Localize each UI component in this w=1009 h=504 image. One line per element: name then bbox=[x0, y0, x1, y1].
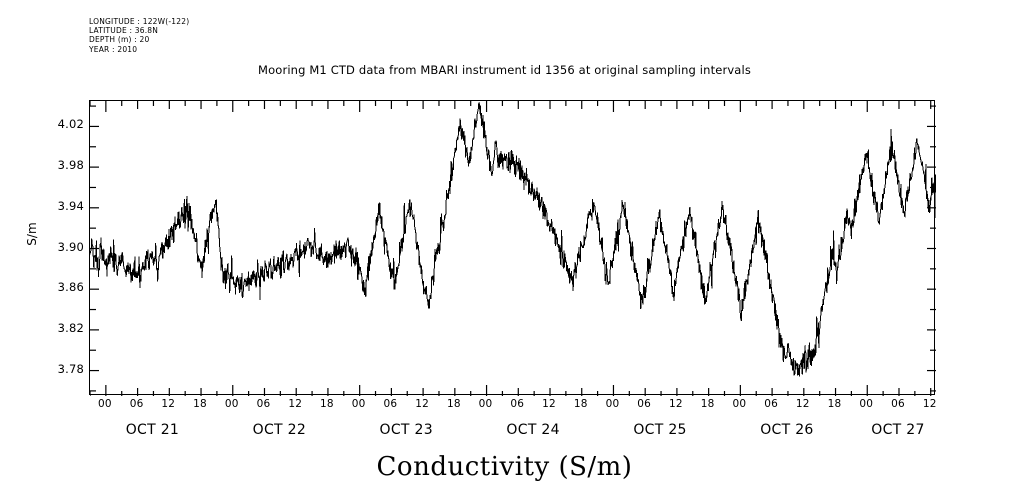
x-hour-tick-label: 18 bbox=[827, 398, 842, 410]
x-hour-tick-label: 06 bbox=[764, 398, 778, 410]
x-hour-tick-label: 00 bbox=[478, 398, 493, 410]
data-trace-svg bbox=[90, 101, 936, 396]
x-hour-tick-label: 06 bbox=[637, 398, 652, 410]
x-hour-tick-label: 18 bbox=[446, 398, 461, 410]
y-tick-label: 4.02 bbox=[57, 117, 84, 132]
x-hour-tick-label: 12 bbox=[415, 398, 429, 410]
chart-title: Mooring M1 CTD data from MBARI instrumen… bbox=[258, 63, 751, 77]
x-hour-tick-label: 18 bbox=[573, 398, 588, 410]
x-hour-tick-label: 12 bbox=[542, 398, 556, 410]
x-day-label: OCT 22 bbox=[252, 422, 307, 438]
x-day-label: OCT 24 bbox=[506, 422, 560, 438]
metadata-depth: DEPTH (m) : 20 bbox=[89, 35, 150, 45]
x-hour-tick-label: 06 bbox=[510, 398, 525, 410]
x-hour-tick-label: 18 bbox=[193, 398, 207, 410]
x-hour-tick-label: 18 bbox=[700, 398, 715, 410]
x-hour-tick-label: 12 bbox=[922, 398, 937, 410]
y-tick-label: 3.90 bbox=[57, 239, 84, 254]
y-tick-label: 3.98 bbox=[57, 158, 84, 173]
x-hour-tick-label: 12 bbox=[669, 398, 683, 410]
x-hour-tick-label: 06 bbox=[256, 398, 271, 410]
y-tick-label: 3.94 bbox=[57, 198, 84, 213]
metadata-block: LONGITUDE : 122W(-122) LATITUDE : 36.8N … bbox=[89, 17, 189, 54]
x-day-label: OCT 23 bbox=[379, 422, 433, 438]
y-tick-label: 3.86 bbox=[57, 280, 84, 295]
x-hour-tick-label: 06 bbox=[383, 398, 398, 410]
y-tick-label: 3.78 bbox=[57, 361, 84, 376]
x-hour-tick-label: 00 bbox=[224, 398, 239, 410]
x-hour-tick-label: 00 bbox=[859, 398, 874, 410]
x-hour-tick-label: 00 bbox=[605, 398, 620, 410]
x-hour-tick-label: 12 bbox=[795, 398, 810, 410]
x-hour-tick-label: 06 bbox=[891, 398, 905, 410]
x-day-label: OCT 25 bbox=[633, 422, 687, 438]
x-day-label: OCT 21 bbox=[125, 422, 180, 438]
x-day-label: OCT 26 bbox=[760, 422, 814, 438]
x-hour-tick-label: 12 bbox=[161, 398, 176, 410]
metadata-longitude: LONGITUDE : 122W(-122) bbox=[89, 17, 190, 26]
metadata-latitude: LATITUDE : 36.8N bbox=[89, 26, 159, 36]
x-day-label: OCT 27 bbox=[871, 422, 925, 438]
x-hour-tick-label: 00 bbox=[97, 398, 112, 410]
x-hour-tick-label: 00 bbox=[732, 398, 747, 410]
x-hour-tick-label: 12 bbox=[288, 398, 303, 410]
x-hour-tick-label: 18 bbox=[320, 398, 334, 410]
x-hour-tick-label: 00 bbox=[351, 398, 366, 410]
metadata-year: YEAR : 2010 bbox=[89, 44, 138, 54]
y-axis-tick-labels: 4.02 3.98 3.94 3.90 3.86 3.82 3.78 bbox=[0, 0, 84, 504]
plot-area bbox=[89, 100, 936, 396]
y-tick-label: 3.82 bbox=[57, 320, 84, 335]
x-axis-title: Conductivity (S/m) bbox=[376, 452, 633, 482]
x-hour-tick-label: 06 bbox=[129, 398, 144, 410]
